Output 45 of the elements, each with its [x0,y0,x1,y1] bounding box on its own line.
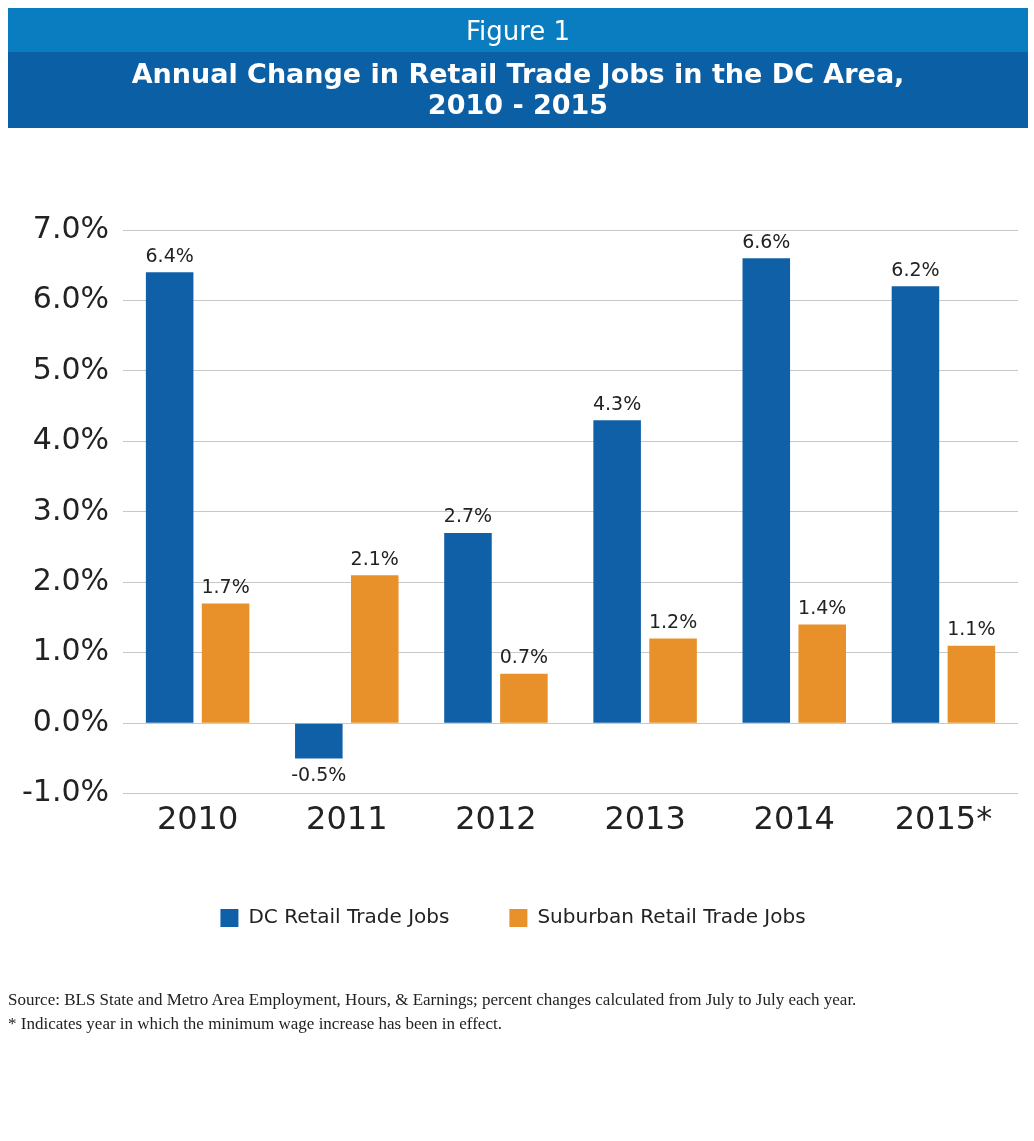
data-label: 1.7% [201,574,250,597]
data-label: 1.4% [798,595,847,618]
y-tick-label: 4.0% [32,421,110,457]
data-label: 6.6% [742,229,791,252]
data-label: 6.2% [891,257,940,280]
y-tick-label: 7.0% [32,209,110,245]
bar [350,575,399,723]
data-label: -0.5% [291,762,347,785]
bar [145,272,194,723]
bar [201,603,250,723]
data-label: 2.1% [350,546,399,569]
data-label: 4.3% [592,391,642,414]
x-tick-label: 2011 [306,799,388,838]
x-tick-label: 2014 [753,799,835,838]
y-tick-label: -1.0% [21,773,110,809]
bar [891,286,940,723]
bar [444,532,492,723]
bar [593,420,641,723]
data-label: 0.7% [499,645,549,668]
legend-label: Suburban Retail Trade Jobs [537,904,806,929]
data-label: 2.7% [443,504,493,527]
y-tick-label: 1.0% [32,632,110,668]
y-tick-label: 6.0% [32,280,110,316]
bar [798,624,846,723]
x-tick-label: 2010 [156,799,239,838]
chart-title: Figure 1 [8,8,1028,52]
x-tick-label: 2012 [455,799,537,838]
x-tick-label: 2013 [604,799,686,838]
bar [649,638,697,723]
y-tick-label: 3.0% [32,491,110,527]
data-label: 6.4% [145,243,194,266]
y-tick-label: 0.0% [32,702,110,738]
legend-label: DC Retail Trade Jobs [248,904,450,929]
source-note: Source: BLS State and Metro Area Employment, Hours, & Earnings; percent changes calculated from July to July each year. [8,989,858,1011]
data-label: 1.2% [648,610,698,633]
bar [742,258,791,723]
y-tick-label: 2.0% [32,562,110,598]
x-tick-label: 2015* [894,799,993,838]
y-tick-label: 5.0% [32,350,110,386]
chart-subtitle: Annual Change in Retail Trade Jobs in the DC Area, 2010 - 2015 [8,52,1028,128]
text: * Indicates year in which the minimum wage increase has been in effect. [8,1013,503,1035]
bar [295,723,343,759]
bar [947,645,996,723]
bar [500,673,548,723]
data-label: 1.1% [947,617,996,640]
